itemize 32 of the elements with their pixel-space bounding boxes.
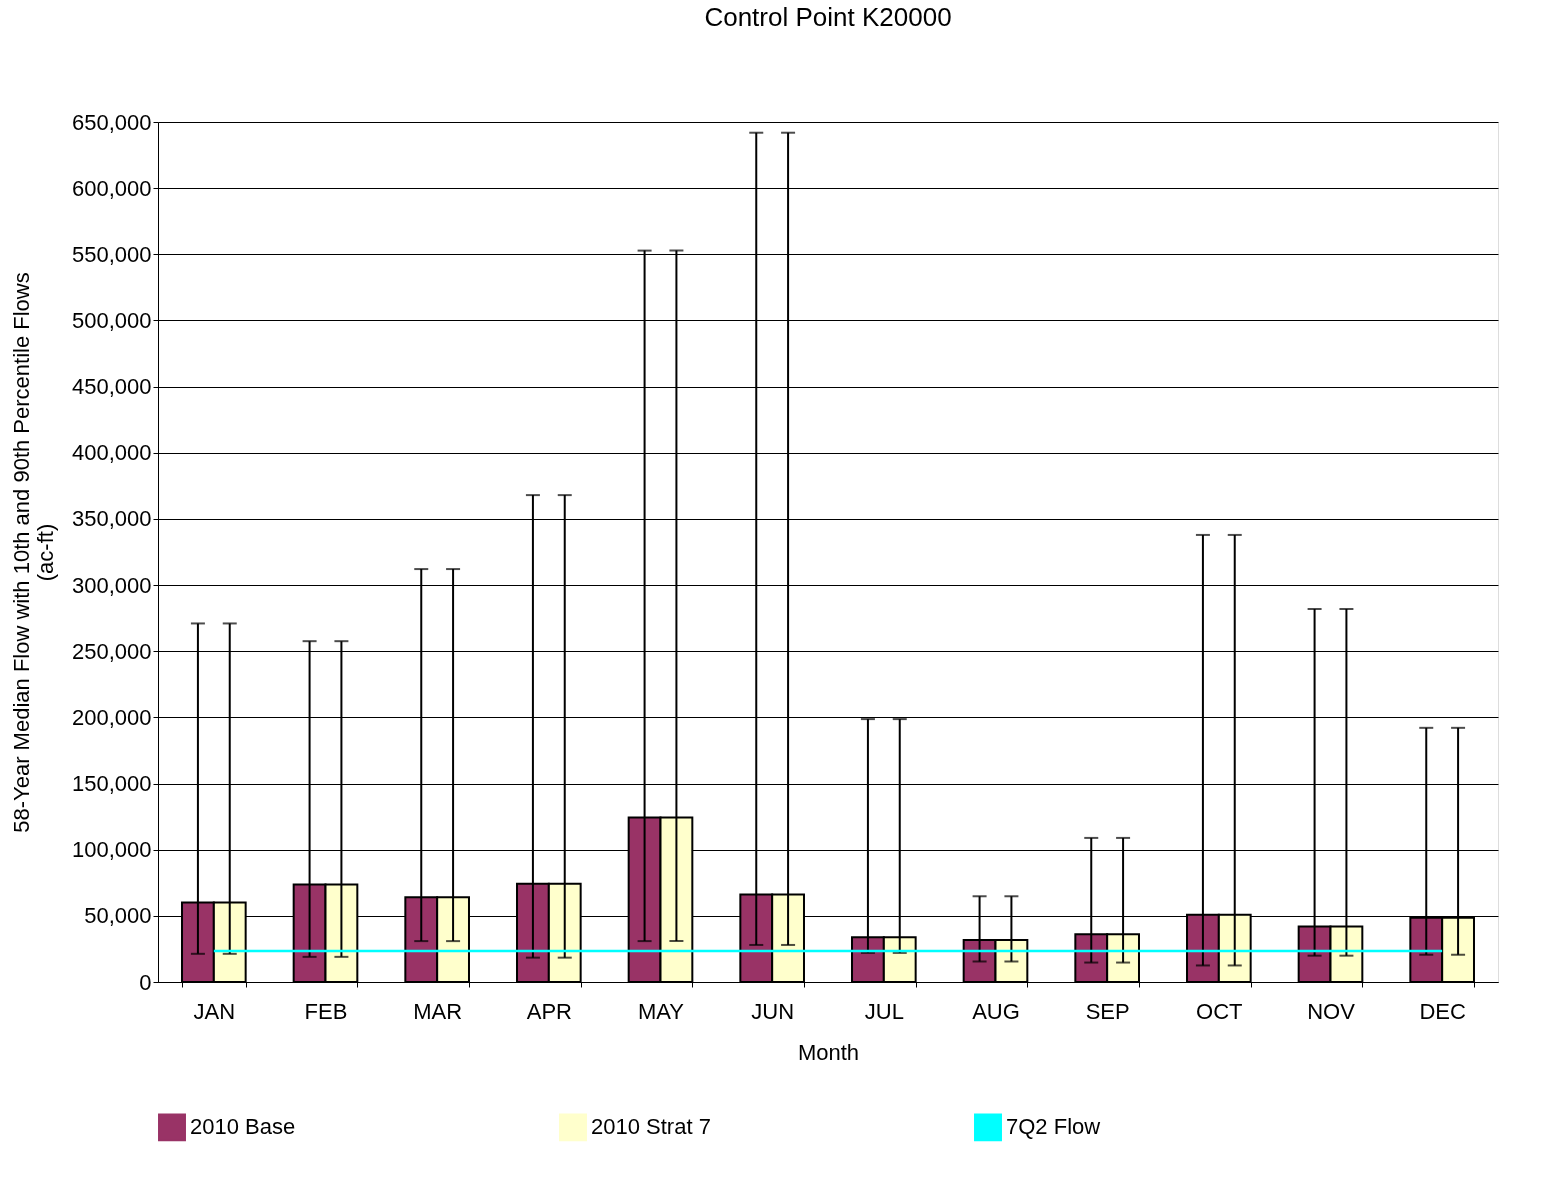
y-tick-label: 650,000 bbox=[71, 109, 152, 135]
legend-label: 2010 Base bbox=[190, 1114, 296, 1140]
y-tick-label: 400,000 bbox=[71, 440, 152, 466]
chart-title: Control Point K20000 bbox=[704, 2, 952, 32]
x-tick-label: OCT bbox=[1196, 998, 1243, 1024]
y-tick-label: 600,000 bbox=[71, 175, 152, 201]
x-tick-label: NOV bbox=[1307, 998, 1356, 1024]
x-tick-label: JUN bbox=[751, 998, 795, 1024]
x-axis-title: Month bbox=[797, 1039, 860, 1065]
y-axis-title: 58-Year Median Flow with 10th and 90th Percentile Flows (ac-ft) bbox=[8, 272, 58, 833]
legend-label: 7Q2 Flow bbox=[1006, 1114, 1101, 1140]
x-tick-label: MAR bbox=[413, 998, 463, 1024]
y-tick-label: 150,000 bbox=[71, 771, 152, 797]
y-tick-label: 100,000 bbox=[71, 837, 152, 863]
x-tick-label: DEC bbox=[1419, 998, 1466, 1024]
x-tick-label: SEP bbox=[1085, 998, 1130, 1024]
x-tick-label: AUG bbox=[972, 998, 1020, 1024]
y-tick-label: 200,000 bbox=[71, 704, 152, 730]
y-tick-label: 0 bbox=[139, 969, 152, 995]
x-tick-label: APR bbox=[526, 998, 572, 1024]
y-tick-label: 550,000 bbox=[71, 241, 152, 267]
y-tick-label: 500,000 bbox=[71, 307, 152, 333]
y-tick-label: 250,000 bbox=[71, 638, 152, 664]
legend-label: 2010 Strat 7 bbox=[591, 1114, 711, 1140]
y-tick-label: 300,000 bbox=[71, 572, 152, 598]
y-tick-label: 450,000 bbox=[71, 374, 152, 400]
x-tick-label: JAN bbox=[193, 998, 236, 1024]
y-tick-label: 350,000 bbox=[71, 506, 152, 532]
x-tick-label: JUL bbox=[864, 998, 904, 1024]
y-tick-label: 50,000 bbox=[84, 903, 152, 929]
x-tick-label: MAY bbox=[637, 998, 685, 1024]
x-tick-label: FEB bbox=[304, 998, 348, 1024]
